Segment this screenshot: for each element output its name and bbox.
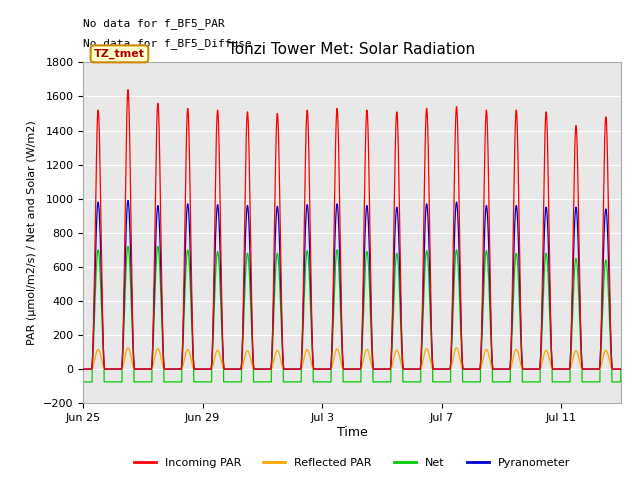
Text: No data for f_BF5_Diffuse: No data for f_BF5_Diffuse bbox=[83, 38, 252, 49]
Text: No data for f_BF5_PAR: No data for f_BF5_PAR bbox=[83, 18, 225, 29]
Title: Tonzi Tower Met: Solar Radiation: Tonzi Tower Met: Solar Radiation bbox=[228, 42, 476, 57]
Legend: Incoming PAR, Reflected PAR, Net, Pyranometer: Incoming PAR, Reflected PAR, Net, Pyrano… bbox=[129, 454, 575, 473]
Text: TZ_tmet: TZ_tmet bbox=[94, 49, 145, 59]
Y-axis label: PAR (μmol/m2/s) / Net and Solar (W/m2): PAR (μmol/m2/s) / Net and Solar (W/m2) bbox=[28, 120, 37, 345]
X-axis label: Time: Time bbox=[337, 426, 367, 439]
